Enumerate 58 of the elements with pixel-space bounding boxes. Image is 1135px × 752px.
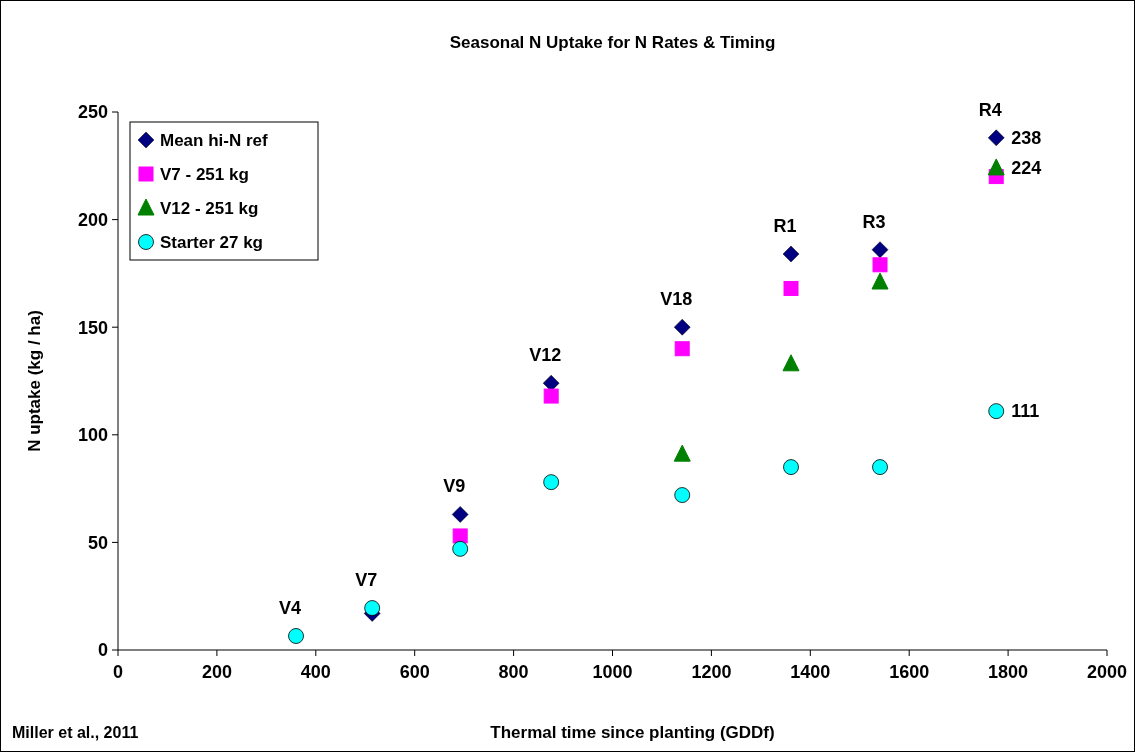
legend-label: V7 - 251 kg: [160, 164, 249, 184]
annotation: R3: [862, 211, 886, 232]
point: [451, 506, 469, 523]
point: [871, 241, 889, 258]
point: [782, 245, 800, 263]
x-tick-label: 1600: [889, 662, 930, 682]
point: [673, 444, 691, 462]
legend-label: Mean hi-N ref: [160, 130, 269, 150]
y-tick-label: 0: [97, 640, 108, 661]
x-tick-label: 1200: [691, 662, 732, 682]
point: [673, 318, 691, 336]
x-tick-label: 1000: [592, 662, 633, 682]
x-tick-label: 600: [399, 662, 430, 682]
point: [674, 487, 691, 503]
y-tick-label: 50: [87, 532, 108, 553]
point: [452, 540, 469, 557]
point: [987, 129, 1005, 147]
data-label: 111: [1011, 401, 1040, 422]
y-tick-label: 200: [77, 209, 108, 230]
point: [988, 403, 1005, 420]
x-tick-label: 800: [498, 662, 529, 682]
point: [987, 158, 1005, 176]
point: [783, 280, 799, 296]
point: [782, 354, 800, 372]
annotation: R4: [978, 99, 1002, 120]
annotation: V9: [443, 476, 466, 497]
x-tick-label: 1400: [790, 662, 831, 682]
x-tick-label: 200: [201, 662, 232, 682]
data-label: 224: [1011, 158, 1042, 179]
annotation: V12: [529, 345, 562, 366]
y-tick-label: 250: [77, 102, 108, 123]
point: [872, 257, 888, 273]
x-tick-label: 0: [112, 662, 124, 682]
data-label: 238: [1011, 128, 1042, 149]
x-axis-title: Thermal time since planting (GDDf): [490, 723, 775, 742]
annotation: V18: [660, 289, 693, 310]
annotation: V7: [355, 570, 378, 591]
point: [364, 600, 381, 616]
point: [872, 459, 888, 475]
point: [783, 459, 799, 475]
chart-title: Seasonal N Uptake for N Rates & Timing: [449, 33, 776, 52]
annotation: R1: [773, 216, 797, 237]
point: [452, 528, 468, 544]
point: [871, 272, 889, 290]
text: Miller et al., 2011: [12, 724, 139, 741]
annotation: V4: [279, 598, 302, 619]
x-tick-label: 1800: [988, 662, 1029, 682]
legend-label: Starter 27 kg: [160, 232, 263, 252]
point: [288, 628, 304, 644]
point: [543, 474, 560, 491]
y-axis-title: N uptake (kg / ha): [25, 310, 44, 452]
point: [674, 341, 690, 357]
y-tick-label: 150: [77, 317, 108, 338]
x-tick-label: 2000: [1086, 662, 1128, 682]
y-tick-label: 100: [77, 425, 108, 446]
point: [543, 388, 559, 404]
x-tick-label: 400: [300, 662, 331, 682]
legend-label: V12 - 251 kg: [160, 198, 259, 218]
